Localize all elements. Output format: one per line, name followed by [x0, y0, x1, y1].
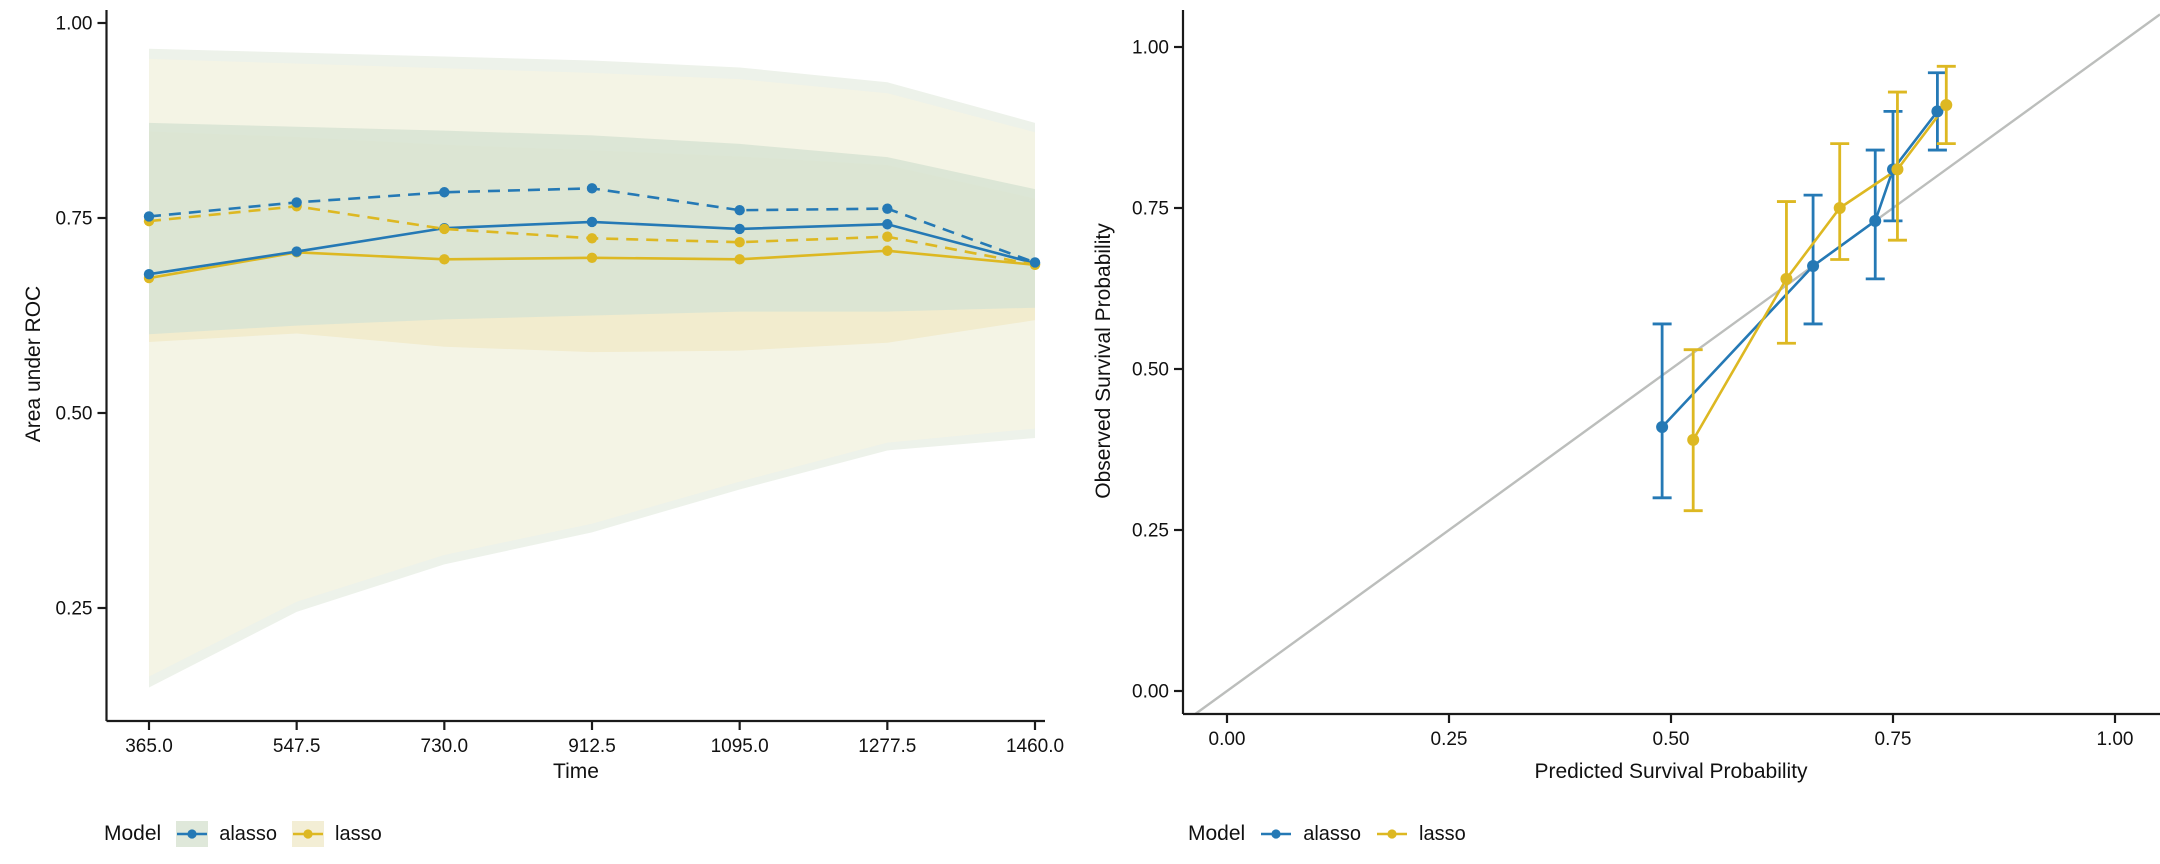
y-tick-label: 0.25	[56, 599, 93, 620]
x-tick-label: 0.50	[1653, 729, 1690, 750]
series-point-lasso	[1687, 433, 1700, 446]
series-point-lasso-dashed	[734, 236, 745, 248]
calibration-legend-item-lasso: lasso	[1375, 820, 1466, 848]
series-point-alasso-dashed	[1029, 257, 1041, 268]
auc-legend-label-alasso: alasso	[219, 822, 278, 845]
x-tick-label: 1.00	[2097, 729, 2134, 750]
series-point-alasso-dashed	[439, 187, 450, 198]
calibration-x-axis-title: Predicted Survival Probability	[1534, 760, 1808, 783]
x-tick-label: 0.75	[1875, 729, 1912, 750]
x-tick-label: 0.00	[1209, 729, 1246, 750]
auc-legend-item-alasso: alasso	[175, 820, 277, 848]
series-point-lasso-solid	[439, 254, 450, 265]
calibration-legend-item-alasso: alasso	[1259, 820, 1361, 848]
series-point-alasso-solid	[882, 219, 893, 230]
x-tick-label: 1277.5	[858, 736, 916, 757]
y-tick-label: 0.25	[1132, 521, 1169, 542]
series-point-alasso	[1869, 214, 1882, 227]
x-tick-label: 1095.0	[711, 736, 769, 757]
calibration-chart-svg: 0.00 0.25 0.50 0.75 1.00 0.00 0.25 0.50 0.75 1.00	[1132, 10, 2160, 750]
series-point-lasso	[1833, 202, 1846, 214]
auc-legend-item-lasso: lasso	[291, 820, 382, 848]
series-point-lasso	[1780, 272, 1793, 285]
series-point-alasso-solid	[734, 223, 745, 235]
auc-panel: 365.0 547.5 730.0 912.5 1095.0 1277.5 1460.0 0.…	[22, 10, 1064, 851]
series-point-lasso-solid	[882, 245, 893, 256]
series-point-alasso-dashed	[291, 197, 302, 208]
y-tick-label: 0.75	[56, 209, 93, 230]
lasso-legend-key-icon	[291, 820, 325, 848]
auc-legend-label-lasso: lasso	[335, 822, 382, 845]
auc-legend-title: Model	[104, 822, 162, 845]
series-point-lasso	[1940, 98, 1953, 111]
y-tick-label: 0.50	[56, 404, 93, 425]
x-tick-label: 365.0	[125, 736, 173, 757]
x-tick-label: 547.5	[273, 736, 321, 757]
calibration-legend-label-alasso: alasso	[1303, 822, 1362, 845]
x-tick-label: 912.5	[568, 736, 616, 757]
identity-line	[1194, 13, 2160, 715]
y-tick-label: 0.50	[1132, 360, 1169, 381]
calibration-legend-title: Model	[1188, 822, 1246, 845]
series-point-lasso	[1891, 163, 1904, 176]
series-point-lasso-dashed	[586, 233, 598, 244]
series-point-lasso-solid	[734, 254, 745, 265]
series-line-lasso	[1692, 104, 1948, 441]
series-point-alasso-solid	[143, 268, 155, 280]
auc-legend: Model alasso	[104, 817, 382, 851]
series-point-lasso-dashed	[439, 223, 450, 235]
y-tick-label: 0.75	[1132, 199, 1169, 220]
series-point-alasso-solid	[586, 216, 598, 228]
calibration-y-axis-title: Observed Survival Probability	[1092, 223, 1115, 499]
auc-x-axis-title: Time	[553, 760, 599, 783]
series-point-lasso-dashed	[882, 231, 893, 242]
y-tick-label: 1.00	[1132, 38, 1169, 59]
alasso-legend-key-icon	[1259, 820, 1293, 848]
calibration-legend: Model alasso	[1188, 817, 1466, 851]
calibration-legend-label-lasso: lasso	[1419, 822, 1466, 845]
series-point-alasso-dashed	[734, 205, 745, 216]
series-point-alasso-dashed	[143, 211, 155, 222]
x-tick-label: 1460.0	[1006, 736, 1064, 757]
y-tick-label: 1.00	[56, 14, 93, 35]
lasso-legend-key-icon	[1375, 820, 1409, 848]
ribbon-alasso-solid-ci	[149, 122, 1035, 335]
calibration-panel: 0.00 0.25 0.50 0.75 1.00 0.00 0.25 0.50 0.75 1.00…	[1080, 0, 2160, 864]
auc-y-axis-title: Area under ROC	[22, 285, 45, 443]
alasso-legend-key-icon	[175, 820, 209, 848]
series-point-alasso-dashed	[882, 203, 893, 214]
y-tick-label: 0.00	[1132, 682, 1169, 703]
series-point-alasso-solid	[291, 246, 302, 257]
series-point-alasso	[1656, 420, 1669, 433]
series-point-alasso	[1931, 105, 1944, 118]
series-point-alasso-dashed	[586, 183, 598, 194]
x-tick-label: 730.0	[421, 736, 469, 757]
auc-chart-svg: 365.0 547.5 730.0 912.5 1095.0 1277.5 1460.0 0.…	[56, 10, 1064, 757]
x-tick-label: 0.25	[1431, 729, 1468, 750]
series-point-lasso-solid	[586, 252, 598, 263]
series-point-alasso	[1807, 259, 1820, 272]
